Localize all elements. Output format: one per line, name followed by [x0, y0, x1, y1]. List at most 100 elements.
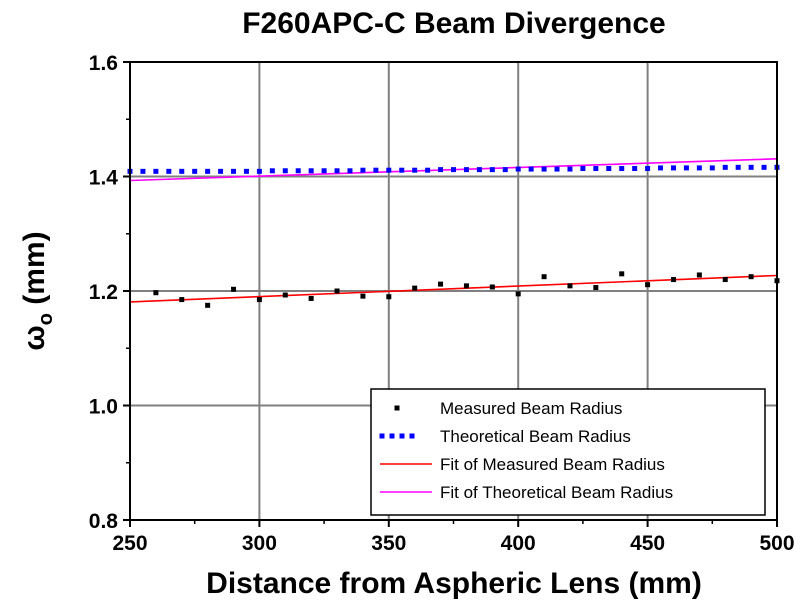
x-tick-label: 400	[501, 532, 536, 555]
data-point	[722, 277, 728, 283]
data-point	[308, 295, 314, 301]
data-point	[140, 168, 146, 174]
data-point	[554, 166, 560, 172]
data-point	[645, 165, 651, 171]
y-axis-label: ωo (mm)	[18, 231, 57, 350]
data-point	[670, 165, 676, 171]
data-point	[761, 164, 767, 170]
legend-label: Fit of Measured Beam Radius	[440, 455, 665, 474]
data-point	[308, 168, 314, 174]
y-axis-label-symbol: ω	[18, 325, 51, 350]
data-point	[231, 168, 237, 174]
x-axis-label: Distance from Aspheric Lens (mm)	[206, 567, 702, 600]
data-point	[515, 291, 521, 297]
x-tick-label: 250	[112, 532, 147, 555]
data-point	[632, 165, 638, 171]
data-point	[386, 167, 392, 173]
data-point	[295, 168, 301, 174]
data-point	[425, 167, 431, 173]
plot-frame	[129, 61, 778, 521]
data-point	[645, 282, 651, 288]
y-axis-label-subscript: o	[35, 313, 57, 325]
x-tick-label: 450	[630, 532, 665, 555]
data-point	[463, 283, 469, 289]
data-point	[515, 166, 521, 172]
y-tick-label: 1.2	[89, 281, 118, 304]
data-point	[567, 283, 573, 289]
legend-label: Measured Beam Radius	[440, 399, 622, 418]
data-point	[153, 290, 159, 296]
data-point	[218, 168, 224, 174]
data-point	[334, 288, 340, 294]
data-point	[489, 284, 495, 290]
data-point	[321, 168, 327, 174]
data-point	[451, 167, 456, 173]
legend-marker	[409, 433, 415, 439]
x-tick-labels: 250 300 350 400 450 500	[112, 532, 794, 555]
data-point	[360, 167, 366, 173]
data-point	[347, 168, 353, 174]
fit-lines	[129, 158, 778, 303]
y-tick-label: 1.6	[89, 52, 118, 75]
data-points	[127, 164, 780, 308]
y-tick-label: 0.8	[89, 510, 119, 533]
data-point	[722, 164, 728, 170]
y-tick-label: 1.4	[89, 167, 119, 190]
legend-box	[370, 388, 766, 516]
x-tick-label: 500	[759, 532, 794, 555]
data-point	[438, 281, 444, 287]
data-point	[231, 286, 237, 292]
data-point	[256, 168, 262, 174]
data-point	[373, 167, 379, 173]
legend-marker	[394, 405, 400, 411]
data-point	[269, 168, 275, 174]
legend-label: Fit of Theoretical Beam Radius	[440, 483, 673, 502]
data-point	[593, 165, 599, 171]
y-axis-label-unit: (mm)	[18, 231, 51, 304]
legend-marker	[389, 433, 395, 439]
data-point	[658, 165, 664, 171]
data-point	[696, 165, 702, 171]
data-point	[386, 294, 392, 300]
data-point	[282, 292, 288, 298]
data-point	[334, 168, 340, 174]
legend: Measured Beam Radius Theoretical Beam Rad…	[370, 388, 766, 516]
data-point	[541, 274, 547, 280]
data-point	[748, 164, 754, 170]
fit-line	[129, 274, 778, 303]
data-point	[205, 302, 211, 308]
data-point	[748, 274, 754, 280]
data-point	[696, 272, 702, 278]
data-point	[282, 168, 288, 174]
data-point	[606, 165, 612, 171]
data-point	[179, 168, 185, 174]
data-point	[412, 285, 418, 291]
data-point	[205, 168, 211, 174]
data-point	[153, 168, 159, 174]
data-point	[476, 167, 482, 173]
data-point	[166, 168, 172, 174]
data-point	[593, 285, 599, 291]
data-point	[683, 165, 689, 171]
y-axis-label-spacer	[18, 305, 51, 313]
x-tick-label: 300	[242, 532, 277, 555]
data-point	[192, 168, 198, 174]
data-point	[619, 271, 625, 277]
data-point	[580, 165, 586, 171]
legend-label: Theoretical Beam Radius	[440, 427, 631, 446]
data-point	[619, 165, 625, 171]
data-point	[463, 167, 469, 173]
y-tick-label: 1.0	[89, 396, 118, 419]
data-point	[399, 167, 405, 173]
data-point	[541, 166, 547, 172]
data-point	[256, 297, 262, 303]
data-point	[567, 166, 573, 172]
data-point	[243, 168, 249, 174]
data-point	[735, 164, 741, 170]
data-point	[670, 277, 676, 283]
data-point	[528, 166, 534, 172]
chart-title: F260APC-C Beam Divergence	[242, 7, 666, 40]
data-point	[438, 167, 444, 173]
y-tick-labels: 0.8 1.0 1.2 1.4 1.6	[89, 52, 119, 533]
